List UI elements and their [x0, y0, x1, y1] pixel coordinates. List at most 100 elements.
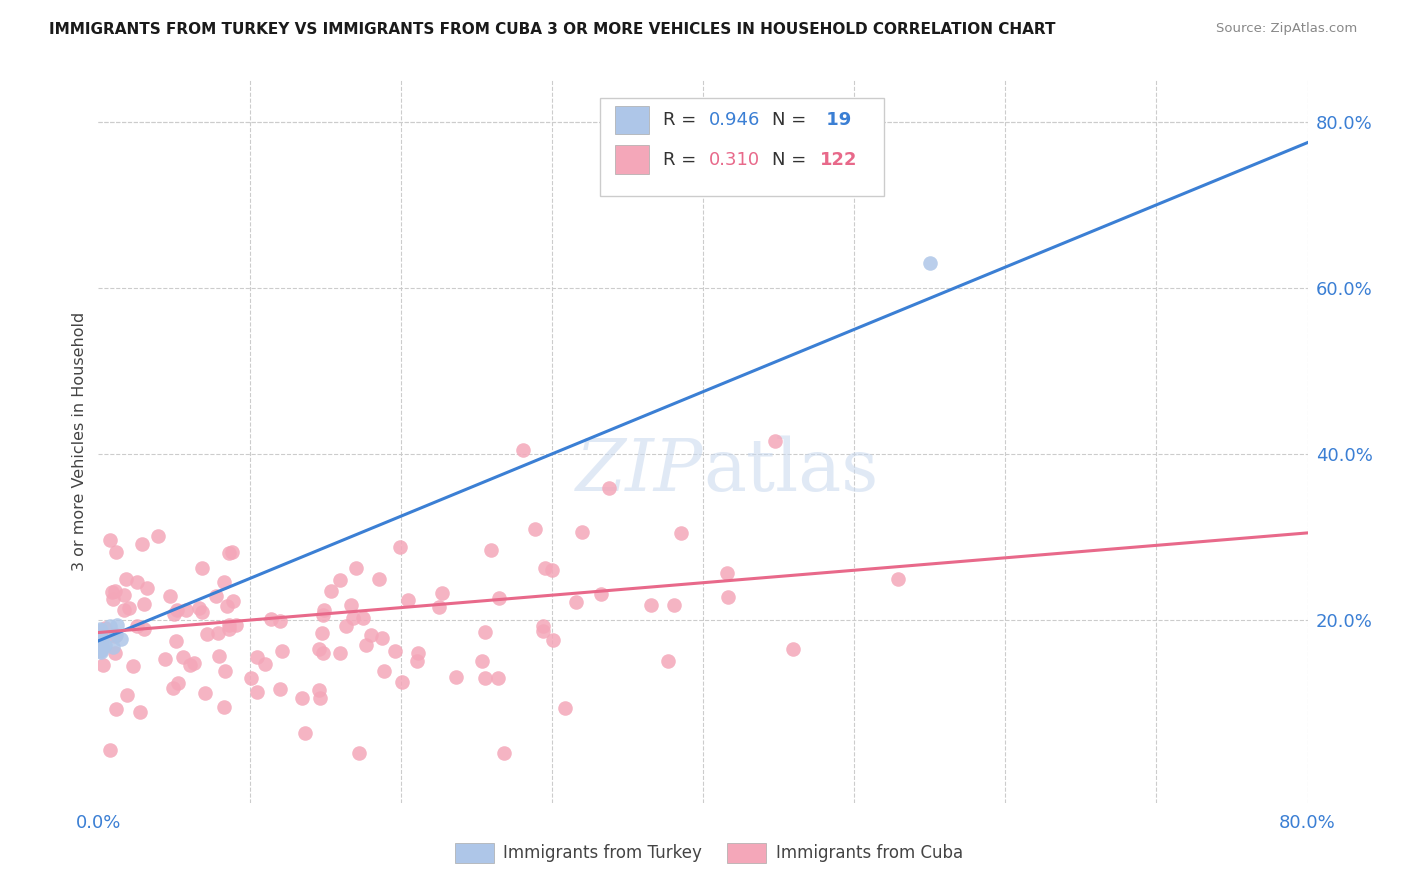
Point: [565, 595, 588, 609]
Point: [89, 642, 111, 657]
Point: [159, 589, 181, 603]
Text: R =: R =: [664, 151, 702, 169]
Point: [427, 599, 450, 614]
Point: [134, 597, 156, 611]
Point: [312, 603, 335, 617]
Point: [598, 482, 620, 496]
Point: [221, 594, 243, 608]
Point: [98, 533, 121, 547]
Point: [187, 600, 209, 615]
Point: [347, 746, 370, 760]
Point: [329, 573, 352, 587]
Point: [270, 644, 292, 658]
Point: [131, 536, 153, 550]
Point: [388, 541, 411, 555]
Point: [360, 628, 382, 642]
Point: [246, 685, 269, 699]
Point: [162, 681, 184, 695]
Point: [218, 617, 240, 632]
Point: [471, 654, 494, 668]
Point: [167, 676, 190, 690]
Point: [176, 603, 198, 617]
Point: [312, 646, 335, 660]
Text: N =: N =: [772, 151, 811, 169]
Point: [352, 611, 374, 625]
Point: [104, 628, 127, 642]
Point: [531, 624, 554, 639]
Point: [371, 631, 394, 645]
Point: [179, 658, 201, 673]
Text: Source: ZipAtlas.com: Source: ZipAtlas.com: [1216, 22, 1357, 36]
Point: [340, 599, 363, 613]
Point: [494, 746, 516, 760]
Point: [205, 589, 228, 603]
Point: [117, 688, 139, 702]
FancyBboxPatch shape: [456, 843, 494, 863]
Point: [183, 656, 205, 670]
Point: [214, 664, 236, 678]
Point: [405, 654, 427, 668]
Point: [763, 434, 786, 448]
Point: [89, 631, 111, 645]
Point: [103, 640, 125, 654]
Point: [396, 593, 419, 607]
Point: [488, 591, 510, 605]
Point: [367, 572, 389, 586]
Point: [253, 657, 276, 672]
Point: [136, 581, 159, 595]
Point: [115, 572, 138, 586]
Text: 122: 122: [820, 151, 858, 169]
Point: [246, 650, 269, 665]
Point: [90, 632, 112, 646]
Point: [474, 625, 496, 640]
FancyBboxPatch shape: [727, 843, 766, 863]
Point: [533, 561, 555, 575]
Point: [191, 561, 214, 575]
Point: [155, 651, 177, 665]
Point: [887, 572, 910, 586]
Point: [554, 701, 576, 715]
Point: [540, 563, 562, 577]
Point: [239, 671, 262, 685]
Point: [218, 622, 240, 636]
Point: [103, 646, 125, 660]
Point: [571, 525, 593, 540]
Point: [104, 583, 127, 598]
Point: [132, 623, 155, 637]
Text: 19: 19: [820, 111, 852, 129]
Point: [225, 618, 247, 632]
Point: [309, 690, 332, 705]
Point: [191, 605, 214, 619]
Y-axis label: 3 or more Vehicles in Household: 3 or more Vehicles in Household: [72, 312, 87, 571]
Point: [486, 672, 509, 686]
Point: [432, 586, 454, 600]
Point: [523, 522, 546, 536]
FancyBboxPatch shape: [614, 145, 648, 174]
Point: [319, 584, 342, 599]
Point: [212, 699, 235, 714]
Point: [291, 691, 314, 706]
Point: [406, 646, 429, 660]
Point: [335, 618, 357, 632]
Point: [308, 683, 330, 698]
Point: [98, 619, 121, 633]
Text: 0.310: 0.310: [709, 151, 761, 169]
FancyBboxPatch shape: [614, 105, 648, 135]
Point: [148, 529, 170, 543]
Point: [172, 650, 194, 665]
Text: N =: N =: [772, 111, 811, 129]
Text: atlas: atlas: [703, 435, 879, 506]
Point: [215, 599, 238, 614]
Point: [444, 670, 467, 684]
Point: [541, 632, 564, 647]
Point: [112, 602, 135, 616]
Point: [166, 603, 188, 617]
Point: [311, 626, 333, 640]
Point: [716, 566, 738, 580]
Point: [391, 674, 413, 689]
Point: [195, 627, 218, 641]
Point: [104, 702, 127, 716]
Point: [294, 726, 316, 740]
Point: [90, 645, 112, 659]
Point: [640, 599, 662, 613]
